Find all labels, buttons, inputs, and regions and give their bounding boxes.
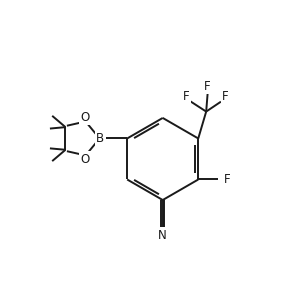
Text: F: F [204, 80, 211, 93]
Text: F: F [183, 89, 189, 103]
Text: N: N [158, 229, 167, 242]
Text: B: B [96, 132, 104, 145]
Text: F: F [222, 90, 229, 103]
Text: F: F [224, 173, 230, 186]
Text: O: O [80, 153, 89, 166]
Text: O: O [80, 111, 89, 124]
